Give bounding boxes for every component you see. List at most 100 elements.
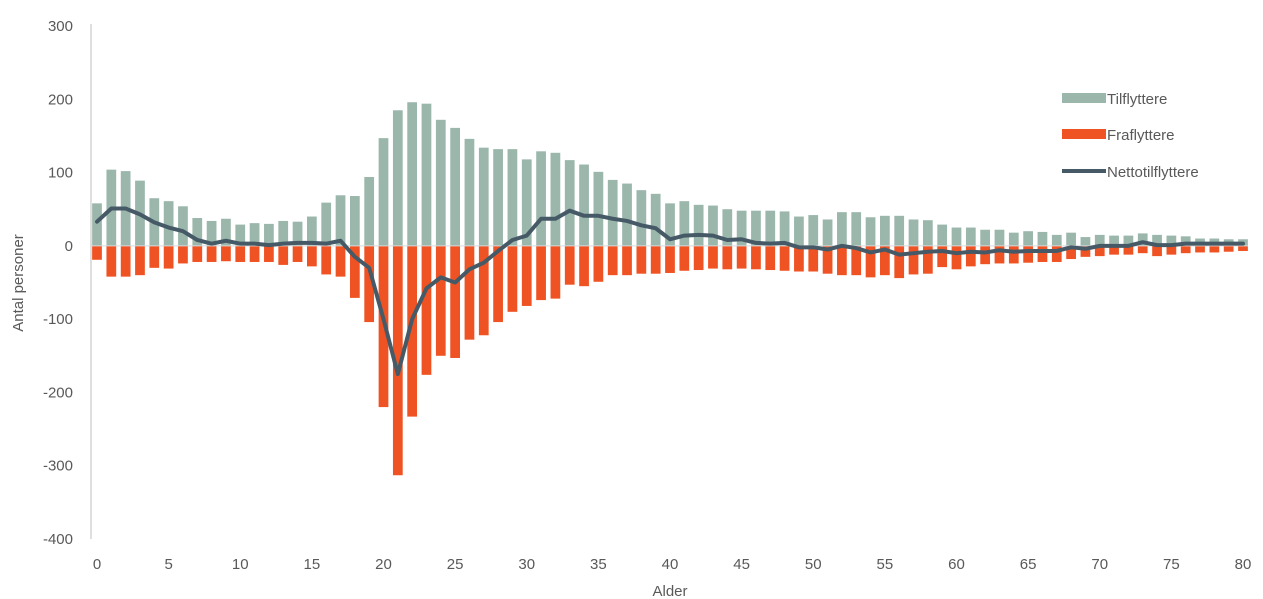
tilflyttere-bar (1008, 232, 1019, 246)
legend-item-fraflyttere: Fraflyttere (1062, 127, 1175, 144)
fraflyttere-bar (264, 245, 274, 262)
fraflyttere-bar (149, 245, 160, 268)
x-tick-label: 55 (877, 556, 894, 573)
tilflyttere-bar (951, 227, 962, 246)
fraflyttere-bar (994, 245, 1005, 264)
nettotilflyttere-line (95, 206, 1245, 377)
fraflyttere-bar (636, 245, 647, 274)
fraflyttere-bar (564, 245, 575, 285)
fraflyttere-bar (693, 245, 704, 271)
tilflyttere-bar (636, 190, 647, 246)
tilflyttere-bar (1123, 235, 1134, 246)
fraflyttere-bar (92, 245, 102, 260)
fraflyttere-bar (922, 245, 933, 274)
fraflyttere-bar (937, 245, 948, 268)
tilflyttere-bar (1023, 231, 1033, 246)
tilflyttere-bar (335, 195, 346, 246)
legend-label-nettotilflyttere: Nettotilflyttere (1107, 164, 1199, 181)
legend-item-nettotilflyttere: Nettotilflyttere (1062, 164, 1199, 181)
fraflyttere-bar (192, 245, 203, 262)
tilflyttere-bar (435, 119, 446, 246)
tilflyttere-bar (407, 102, 418, 246)
fraflyttere-bar (908, 245, 919, 275)
fraflyttere-bar (1109, 245, 1119, 255)
fraflyttere-bar (507, 245, 518, 312)
fraflyttere-bar (607, 245, 618, 276)
fraflyttere-bar (1094, 245, 1105, 257)
tilflyttere-bar (292, 221, 303, 246)
tilflyttere-bar (550, 152, 561, 246)
fraflyttere-bar (1209, 245, 1220, 253)
fraflyttere-bar (593, 245, 604, 282)
fraflyttere-bar (392, 245, 403, 476)
tilflyttere-bar (536, 151, 546, 246)
x-tick-label: 50 (805, 556, 822, 573)
y-tick-label: -400 (43, 531, 73, 548)
tilflyttere-bar (378, 138, 389, 246)
x-tick-label: 25 (447, 556, 464, 573)
fraflyttere-bar (808, 245, 819, 272)
fraflyttere-bar (278, 245, 289, 265)
fraflyttere-bar (1195, 245, 1205, 253)
tilflyttere-bar (937, 224, 948, 246)
tilflyttere-bar (722, 209, 733, 246)
fraflyttere-bar (221, 245, 231, 262)
x-tick-label: 45 (733, 556, 750, 573)
tilflyttere-bar (708, 205, 718, 246)
tilflyttere-bar (321, 202, 332, 246)
tilflyttere-bar (249, 223, 260, 246)
tilflyttere-bar (736, 210, 747, 246)
fraflyttere-bar (1023, 245, 1033, 263)
tilflyttere-bar (679, 201, 690, 246)
tilflyttere-bars (92, 102, 1248, 246)
fraflyttere-bar (421, 245, 432, 375)
tilflyttere-bar (364, 176, 375, 246)
fraflyttere-bar (951, 245, 962, 270)
fraflyttere-bar (622, 245, 632, 276)
fraflyttere-bars (92, 245, 1248, 476)
tilflyttere-bar (521, 159, 532, 246)
tilflyttere-bar (1094, 234, 1105, 246)
tilflyttere-bar (579, 164, 589, 246)
fraflyttere-bar (550, 245, 561, 299)
fraflyttere-bar (307, 245, 317, 267)
legend-swatch-tilflyttere (1062, 93, 1106, 103)
x-tick-labels: 0 5 10 15 20 25 30 35 40 45 50 55 60 65 70 75 80 (93, 556, 1252, 573)
tilflyttere-bar (1037, 231, 1048, 246)
tilflyttere-bar (464, 138, 475, 246)
tilflyttere-bar (192, 218, 203, 246)
fraflyttere-bar (450, 245, 460, 358)
x-tick-label: 70 (1091, 556, 1108, 573)
fraflyttere-bar (650, 245, 661, 274)
tilflyttere-bar (307, 216, 317, 246)
fraflyttere-bar (478, 245, 489, 336)
x-tick-label: 80 (1235, 556, 1252, 573)
fraflyttere-bar (1223, 245, 1234, 252)
tilflyttere-bar (235, 224, 246, 246)
tilflyttere-bar (349, 196, 360, 246)
tilflyttere-bar (894, 215, 905, 246)
tilflyttere-bar (593, 171, 604, 246)
fraflyttere-bar (206, 245, 217, 262)
fraflyttere-bar (980, 245, 991, 265)
fraflyttere-bar (794, 245, 804, 272)
fraflyttere-bar (851, 245, 862, 276)
x-tick-label: 10 (232, 556, 249, 573)
fraflyttere-bar (779, 245, 790, 271)
fraflyttere-bar (1166, 245, 1177, 255)
fraflyttere-bar (579, 245, 589, 287)
fraflyttere-bar (364, 245, 375, 323)
x-tick-label: 0 (93, 556, 101, 573)
fraflyttere-bar (493, 245, 503, 323)
fraflyttere-bar (865, 245, 876, 278)
fraflyttere-bar (822, 245, 833, 274)
tilflyttere-bar (980, 229, 991, 246)
fraflyttere-bar (965, 245, 976, 267)
y-tick-label: -300 (43, 458, 73, 475)
x-tick-label: 35 (590, 556, 607, 573)
fraflyttere-bar (837, 245, 847, 276)
y-tick-label: 0 (65, 238, 73, 255)
fraflyttere-bar (1037, 245, 1048, 262)
fraflyttere-bar (665, 245, 675, 273)
